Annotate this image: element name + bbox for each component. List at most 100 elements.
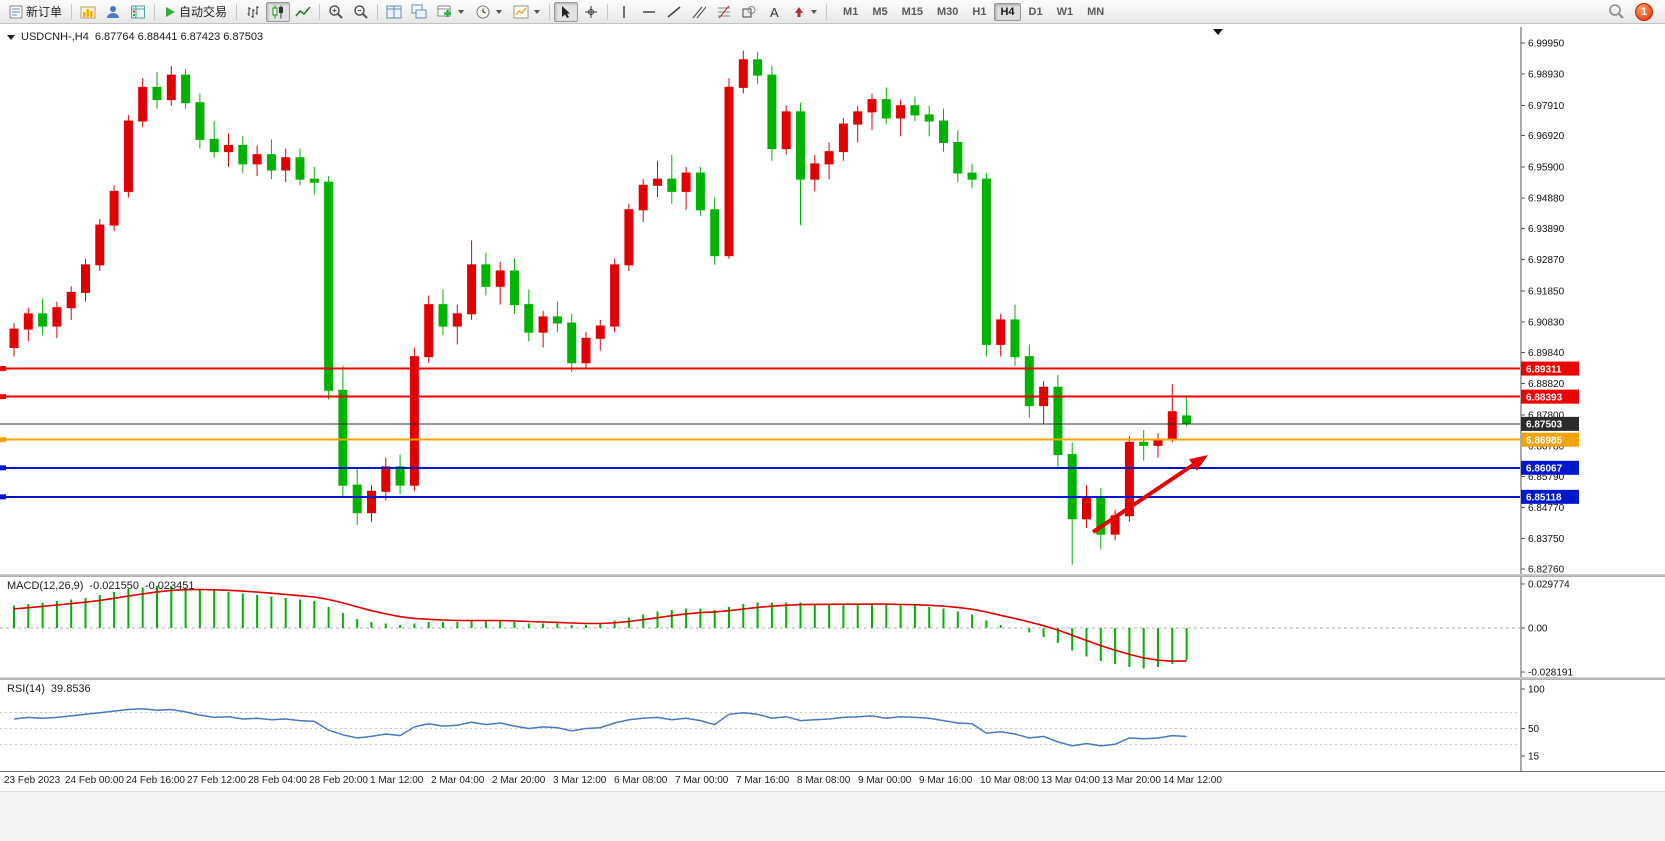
- crosshair-button[interactable]: [579, 2, 603, 22]
- toolbar-separator: [71, 3, 73, 20]
- timeframe-button-h4[interactable]: H4: [994, 2, 1021, 21]
- time-axis-label: 28 Feb 04:00: [248, 775, 307, 786]
- vertical-line-tool-button[interactable]: [612, 2, 636, 22]
- price-axis-label: 6.97910: [1528, 101, 1565, 112]
- toolbar-separator: [377, 3, 379, 20]
- price-tag-label: 6.88393: [1526, 392, 1563, 403]
- price-axis-label: 6.94880: [1528, 194, 1565, 205]
- timeframe-button-m15[interactable]: M15: [896, 3, 929, 21]
- charts-button[interactable]: [76, 2, 100, 22]
- macd-axis-label: 0.029774: [1528, 580, 1570, 591]
- chart-title: USDCNH-,H4 6.87764 6.88441 6.87423 6.875…: [7, 31, 263, 43]
- rsi-panel[interactable]: 100 50 15: [0, 680, 1665, 771]
- price-axis-label: 6.93890: [1528, 224, 1565, 235]
- macd-axis-label: -0.028191: [1528, 668, 1573, 678]
- panel-splitter[interactable]: [0, 574, 1665, 577]
- time-axis-label: 24 Feb 16:00: [126, 775, 185, 786]
- candlestick-series: [9, 50, 1192, 565]
- autotrading-button[interactable]: 自动交易: [159, 2, 232, 22]
- period-button[interactable]: [470, 2, 507, 22]
- price-tag-label: 6.87503: [1526, 420, 1563, 431]
- price-axis-label: 6.84770: [1528, 503, 1565, 514]
- price-axis-label: 6.99950: [1528, 39, 1565, 50]
- horizontal-line-icon: [642, 6, 656, 18]
- charts-icon: [80, 4, 96, 20]
- level-edge-marker: [0, 366, 6, 372]
- market-watch-button[interactable]: [126, 2, 150, 22]
- line-chart-button[interactable]: [291, 2, 315, 22]
- search-icon[interactable]: [1608, 3, 1625, 20]
- panel-splitter[interactable]: [0, 677, 1665, 680]
- time-axis-label: 28 Feb 20:00: [309, 775, 368, 786]
- price-axis-label: 6.95900: [1528, 162, 1565, 173]
- timeframe-button-mn[interactable]: MN: [1081, 3, 1110, 21]
- macd-value: -0.021550: [89, 580, 139, 592]
- macd-panel[interactable]: 0.029774 0.00 -0.028191: [0, 577, 1665, 679]
- price-axis-label: 6.89840: [1528, 348, 1565, 359]
- zoom-in-button[interactable]: [324, 2, 348, 22]
- fibonacci-tool-button[interactable]: [712, 2, 736, 22]
- shapes-tool-button[interactable]: [737, 2, 761, 22]
- macd-name: MACD(12,26,9): [7, 580, 84, 592]
- timeframe-button-d1[interactable]: D1: [1023, 3, 1049, 21]
- toolbar-right-group: 1: [1608, 2, 1661, 21]
- price-axis-label: 6.92870: [1528, 255, 1565, 266]
- price-tag-label: 6.86985: [1526, 436, 1563, 447]
- price-tag-label: 6.86067: [1526, 464, 1563, 475]
- price-axis-label: 6.90830: [1528, 318, 1565, 329]
- price-tag: [1521, 489, 1579, 504]
- collapse-icon[interactable]: [7, 34, 15, 40]
- level-edge-marker: [0, 494, 6, 500]
- rsi-indicator-label: RSI(14) 39.8536: [7, 683, 91, 695]
- zoom-in-icon: [328, 4, 344, 20]
- time-axis[interactable]: 23 Feb 2023 24 Feb 00:00 24 Feb 16:00 27 Fe…: [0, 771, 1665, 791]
- main-chart-canvas[interactable]: 6.99950 6.98930 6.97910 6.96920 6.95900 6.948…: [0, 24, 1665, 576]
- chart-symbol-period: USDCNH-,H4: [21, 31, 89, 43]
- timeframe-button-m30[interactable]: M30: [931, 3, 964, 21]
- time-axis-label: 7 Mar 00:00: [675, 775, 729, 786]
- profiles-button[interactable]: [101, 2, 125, 22]
- arrow-marker-icon: [792, 5, 806, 19]
- time-axis-label: 2 Mar 04:00: [431, 775, 485, 786]
- horizontal-line-tool-button[interactable]: [637, 2, 661, 22]
- bar-chart-icon: [245, 4, 261, 20]
- channel-tool-button[interactable]: [687, 2, 711, 22]
- trendline-tool-button[interactable]: [662, 2, 686, 22]
- time-axis-label: 7 Mar 16:00: [736, 775, 790, 786]
- fibonacci-icon: [717, 5, 731, 19]
- rsi-name: RSI(14): [7, 683, 45, 695]
- text-tool-button[interactable]: A: [762, 2, 786, 22]
- notification-badge[interactable]: 1: [1635, 2, 1653, 21]
- tile-windows-icon: [386, 4, 402, 20]
- timeframe-button-w1[interactable]: W1: [1051, 3, 1080, 21]
- new-chart-button[interactable]: [432, 2, 469, 22]
- main-chart-panel[interactable]: 6.99950 6.98930 6.97910 6.96920 6.95900 6.948…: [0, 24, 1665, 576]
- zoom-out-button[interactable]: [349, 2, 373, 22]
- rsi-axis-label: 100: [1528, 685, 1545, 696]
- crosshair-icon: [584, 5, 598, 19]
- tile-windows-button[interactable]: [382, 2, 406, 22]
- bar-chart-button[interactable]: [241, 2, 265, 22]
- candlestick-chart-button[interactable]: [266, 1, 291, 22]
- cursor-button[interactable]: [554, 1, 579, 22]
- price-axis-label: 6.83750: [1528, 534, 1565, 545]
- price-axis-label: 6.85790: [1528, 472, 1565, 483]
- template-button[interactable]: [508, 2, 545, 22]
- timeframe-button-m5[interactable]: M5: [866, 3, 893, 21]
- arrows-tool-button[interactable]: [787, 2, 822, 22]
- new-order-icon: [9, 5, 23, 19]
- trendline-icon: [667, 5, 681, 19]
- new-order-button[interactable]: 新订单: [4, 2, 67, 22]
- timeframe-button-h1[interactable]: H1: [966, 3, 992, 21]
- price-tag-label: 6.89311: [1526, 364, 1562, 375]
- chart-shift-marker[interactable]: [1213, 29, 1223, 35]
- macd-canvas[interactable]: 0.029774 0.00 -0.028191: [0, 577, 1665, 679]
- time-axis-label: 13 Mar 04:00: [1041, 775, 1100, 786]
- level-edge-marker: [0, 465, 6, 471]
- timeframe-button-m1[interactable]: M1: [837, 3, 864, 21]
- cascade-windows-button[interactable]: [407, 2, 431, 22]
- cursor-icon: [559, 5, 573, 19]
- rsi-canvas[interactable]: 100 50 15: [0, 680, 1665, 771]
- price-axis-label: 6.82760: [1528, 565, 1565, 574]
